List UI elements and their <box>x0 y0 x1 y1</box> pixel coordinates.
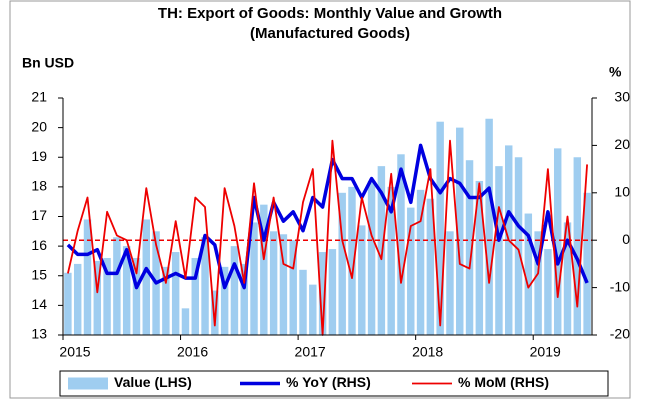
bar <box>113 237 121 335</box>
bar <box>377 166 386 335</box>
bar <box>240 263 248 335</box>
legend-label: % YoY (RHS) <box>286 374 371 390</box>
y2-tick-label: -10 <box>610 278 630 294</box>
y-tick-label: 18 <box>31 178 47 194</box>
line <box>66 143 589 290</box>
y2-tick-label: 10 <box>614 184 630 200</box>
bar <box>250 222 258 335</box>
bar <box>436 121 444 335</box>
chart-border <box>9 0 631 399</box>
y-tick-label: 13 <box>31 326 47 342</box>
bar <box>73 263 82 335</box>
y-axis-label: Bn USD <box>22 55 74 71</box>
legend-box <box>59 370 609 397</box>
y-tick-label: 20 <box>31 118 47 134</box>
y-tick-label: 21 <box>31 89 47 105</box>
x-tick-label: 2016 <box>177 344 208 360</box>
x-tick-label: 2018 <box>412 344 443 360</box>
bar <box>397 154 405 335</box>
bar <box>367 180 376 335</box>
y-tick-label: 14 <box>31 296 47 312</box>
y2-axis-label: % <box>609 64 622 80</box>
bar <box>553 148 562 335</box>
bar <box>456 127 464 335</box>
bar <box>446 231 454 335</box>
legend-label: Value (LHS) <box>114 374 192 390</box>
bar <box>544 249 552 335</box>
bar <box>465 160 474 335</box>
bar <box>260 204 268 335</box>
bar <box>191 257 199 335</box>
bar <box>64 272 72 335</box>
bar <box>289 240 297 335</box>
bar <box>279 234 288 335</box>
x-tick-label: 2019 <box>530 344 561 360</box>
y-tick-label: 17 <box>31 207 47 223</box>
bar <box>573 157 582 335</box>
y-tick-label: 19 <box>31 148 47 164</box>
legend-swatch <box>68 377 108 390</box>
chart-subtitle: (Manufactured Goods) <box>250 25 410 42</box>
y-tick-label: 16 <box>31 237 47 253</box>
bar <box>132 257 141 335</box>
bar <box>583 192 591 335</box>
bar <box>162 266 170 335</box>
bar <box>348 186 356 335</box>
y2-tick-label: -20 <box>610 326 630 342</box>
bar <box>328 249 337 335</box>
bar <box>387 186 395 335</box>
bar <box>338 192 346 335</box>
bar <box>416 189 425 335</box>
bar <box>83 219 92 335</box>
y2-tick-label: 20 <box>614 136 630 152</box>
bar <box>181 308 190 335</box>
bar <box>142 219 150 335</box>
line <box>67 139 588 336</box>
bar <box>299 269 307 335</box>
bar <box>122 246 131 335</box>
bar <box>524 213 533 335</box>
y2-tick-label: 30 <box>614 89 630 105</box>
y-tick-label: 15 <box>31 266 47 282</box>
bar <box>201 237 209 335</box>
bar <box>407 207 415 335</box>
bar <box>309 284 317 335</box>
x-tick-label: 2017 <box>295 344 326 360</box>
bar <box>485 118 493 335</box>
bar <box>103 257 111 335</box>
bar <box>426 198 435 335</box>
legend-label: % MoM (RHS) <box>458 374 549 390</box>
bar <box>495 166 503 335</box>
bar <box>220 266 229 335</box>
chart-title: TH: Export of Goods: Monthly Value and G… <box>158 5 502 22</box>
bar <box>475 180 484 335</box>
bar <box>514 157 523 335</box>
bar <box>93 260 102 335</box>
bar <box>269 231 278 335</box>
y2-tick-label: 0 <box>622 231 630 247</box>
bar <box>318 252 327 335</box>
x-tick-label: 2015 <box>59 344 90 360</box>
bar <box>358 225 366 335</box>
bar <box>171 252 180 335</box>
bar <box>563 222 572 335</box>
bar <box>534 231 542 335</box>
bar <box>230 246 239 335</box>
